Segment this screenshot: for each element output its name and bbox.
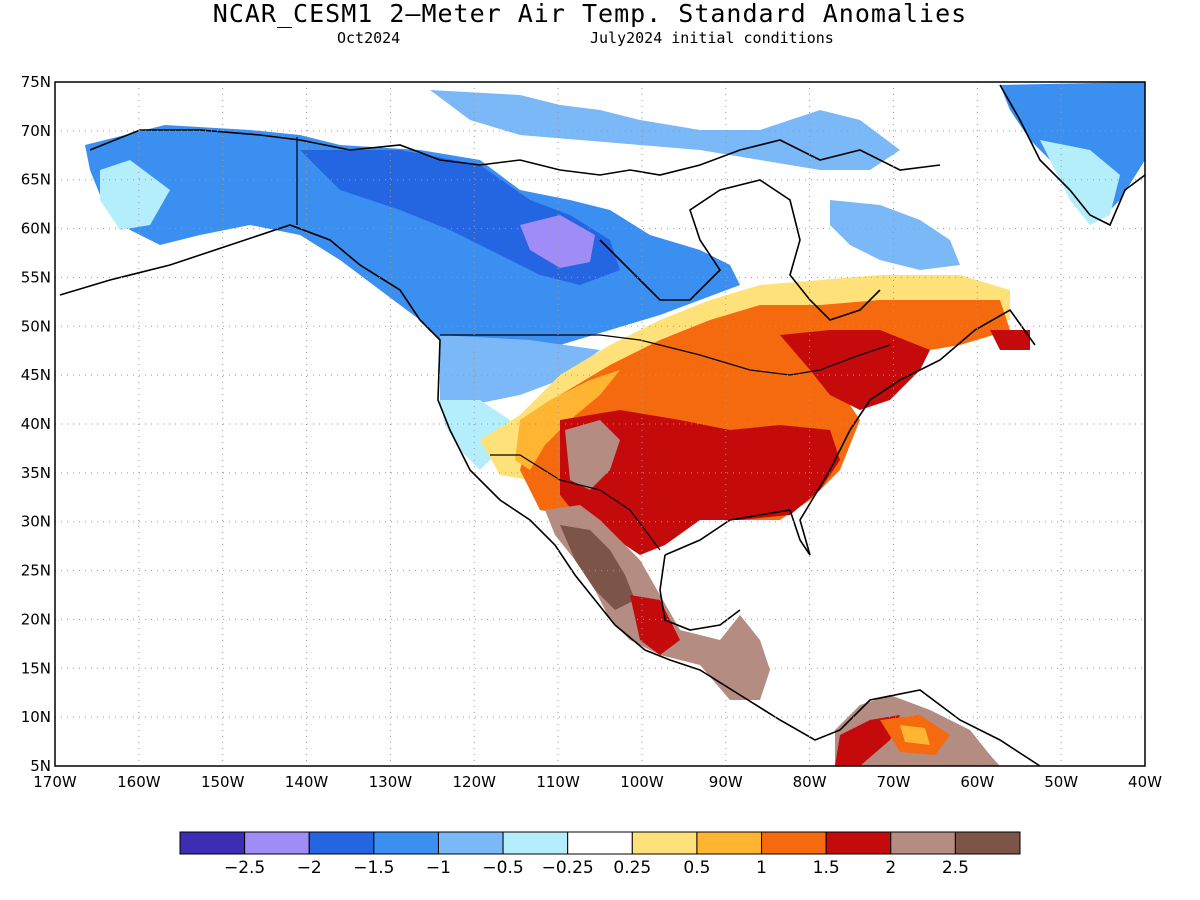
legend-label: −1 bbox=[426, 858, 451, 878]
lon-tick-label: 50W bbox=[1044, 773, 1078, 791]
lat-tick-label: 60N bbox=[21, 220, 51, 238]
legend-swatch bbox=[567, 831, 633, 855]
legend-label: −0.25 bbox=[542, 858, 594, 878]
legend-label: 0.25 bbox=[613, 858, 651, 878]
legend-swatch bbox=[373, 831, 439, 855]
lon-tick-label: 150W bbox=[201, 773, 245, 791]
lon-tick-label: 170W bbox=[33, 773, 77, 791]
lat-tick-label: 75N bbox=[21, 73, 51, 91]
coastline-hudson bbox=[599, 179, 881, 321]
anomaly-region-sw-brown bbox=[565, 420, 620, 490]
lat-tick-label: 10N bbox=[21, 708, 51, 726]
lat-tick-label: 20N bbox=[21, 610, 51, 628]
anomaly-region-greenland-light bbox=[1040, 140, 1120, 225]
plot-frame bbox=[54, 81, 1146, 767]
legend-swatch bbox=[825, 831, 892, 855]
legend-swatch bbox=[502, 831, 569, 855]
lat-tick-label: 70N bbox=[21, 122, 51, 140]
lon-tick-label: 140W bbox=[285, 773, 329, 791]
lon-tick-label: 110W bbox=[536, 773, 580, 791]
lat-tick-label: 45N bbox=[21, 366, 51, 384]
chart-title: NCAR_CESM1 2—Meter Air Temp. Standard An… bbox=[212, 0, 968, 28]
legend-swatch bbox=[308, 831, 375, 855]
legend-label: −0.5 bbox=[482, 858, 523, 878]
lon-tick-label: 60W bbox=[960, 773, 994, 791]
lat-tick-label: 25N bbox=[21, 562, 51, 580]
lat-tick-label: 65N bbox=[21, 171, 51, 189]
lat-tick-label: 50N bbox=[21, 317, 51, 335]
legend-swatch bbox=[244, 831, 310, 855]
coastline-greenland bbox=[999, 84, 1145, 227]
anomaly-region-alaska bbox=[85, 125, 740, 360]
anomaly-region-mexico-dark bbox=[560, 525, 635, 610]
longitude-axis: 170W 160W 150W 140W 130W 120W 110W 100W 90W 80W 70… bbox=[33, 773, 1162, 791]
legend-label: 2 bbox=[885, 858, 896, 878]
lat-tick-label: 30N bbox=[21, 513, 51, 531]
legend-swatch bbox=[954, 831, 1021, 855]
border-us-canada bbox=[440, 334, 891, 376]
anomaly-region-s-america-red bbox=[835, 715, 900, 766]
legend-swatch bbox=[631, 831, 698, 855]
anomaly-region-red-maritimes bbox=[990, 330, 1030, 350]
lat-tick-label: 35N bbox=[21, 464, 51, 482]
lon-tick-label: 80W bbox=[793, 773, 827, 791]
anomaly-region-nw-light bbox=[430, 90, 900, 170]
legend-swatch bbox=[437, 831, 504, 855]
lon-tick-label: 70W bbox=[877, 773, 911, 791]
lon-tick-label: 160W bbox=[117, 773, 161, 791]
anomaly-region-alaska-light bbox=[100, 160, 170, 230]
anomaly-region-mexico-red bbox=[630, 595, 680, 655]
lat-tick-label: 40N bbox=[21, 415, 51, 433]
lat-tick-label: 55N bbox=[21, 268, 51, 286]
forecast-month: Oct2024 bbox=[337, 29, 401, 47]
lat-tick-label: 5N bbox=[30, 757, 51, 775]
legend-label: 0.5 bbox=[683, 858, 710, 878]
legend-swatch bbox=[696, 831, 763, 855]
anomaly-region-labrador bbox=[830, 200, 960, 270]
lon-tick-label: 130W bbox=[369, 773, 413, 791]
lon-tick-label: 100W bbox=[620, 773, 664, 791]
legend-label: 2.5 bbox=[942, 858, 969, 878]
coastline-north-america bbox=[59, 224, 1041, 766]
anomaly-region-s-america-yellow bbox=[900, 725, 930, 745]
lat-tick-label: 15N bbox=[21, 659, 51, 677]
lon-tick-label: 40W bbox=[1128, 773, 1162, 791]
legend-label: 1 bbox=[756, 858, 767, 878]
legend-label: −2.5 bbox=[224, 858, 265, 878]
lon-tick-label: 90W bbox=[709, 773, 743, 791]
gridlines bbox=[55, 82, 1145, 766]
legend-label: −2 bbox=[297, 858, 322, 878]
legend-swatch bbox=[179, 831, 246, 855]
lon-tick-label: 120W bbox=[452, 773, 496, 791]
legend-swatch bbox=[761, 831, 827, 855]
anomaly-fill-layer bbox=[85, 82, 1145, 766]
anomaly-region-red-south bbox=[560, 410, 840, 555]
anomaly-region-hudson-purple bbox=[520, 215, 595, 268]
legend-label: 1.5 bbox=[813, 858, 840, 878]
coastline-gulf bbox=[659, 308, 1036, 631]
initial-conditions: July2024 initial conditions bbox=[590, 29, 834, 47]
coastline-arctic bbox=[89, 129, 941, 176]
latitude-axis: 75N 70N 65N 60N 55N 50N 45N 40N 35N 30N 25N 20N 15N 1… bbox=[21, 73, 51, 775]
border-layer bbox=[296, 137, 891, 551]
anomaly-region-nw-us bbox=[440, 335, 600, 405]
coastline-layer bbox=[59, 84, 1145, 766]
legend-swatch bbox=[890, 831, 956, 855]
anomaly-region-red-northeast bbox=[780, 330, 930, 410]
border-us-mexico bbox=[490, 454, 661, 551]
legend-label: −1.5 bbox=[353, 858, 394, 878]
